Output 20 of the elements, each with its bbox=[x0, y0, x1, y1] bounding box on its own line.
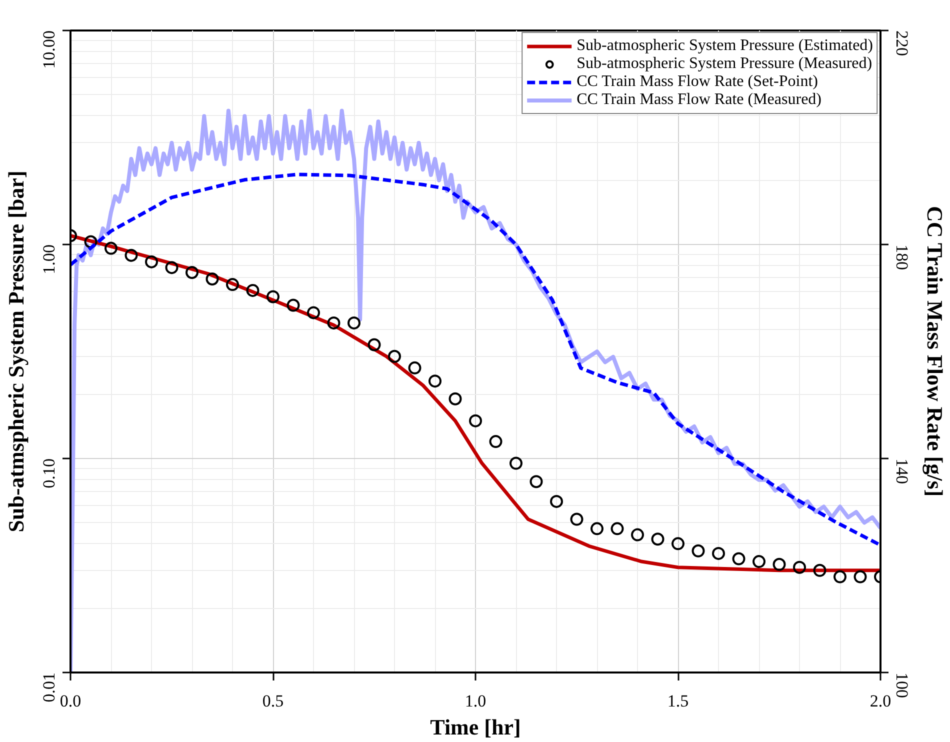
y2-tick-label: 220 bbox=[892, 30, 912, 56]
y2-tick-label: 100 bbox=[892, 672, 912, 698]
legend-label: Sub-atmospheric System Pressure (Estimated) bbox=[576, 37, 873, 55]
y2-axis-title: CC Train Mass Flow Rate [g/s] bbox=[922, 206, 948, 497]
x-tick-label: 2.0 bbox=[870, 692, 892, 710]
y-tick-label: 1.00 bbox=[40, 244, 58, 274]
legend-label: CC Train Mass Flow Rate (Set-Point) bbox=[576, 73, 818, 91]
x-tick-label: 0.5 bbox=[262, 692, 284, 710]
x-tick-label: 1.5 bbox=[667, 692, 689, 710]
y-tick-label: 0.01 bbox=[40, 672, 58, 702]
y2-tick-label: 140 bbox=[892, 458, 912, 484]
x-tick-label: 1.0 bbox=[464, 692, 486, 710]
y-axis-title: Sub-atmspheric System Pressure [bar] bbox=[4, 170, 28, 532]
legend-label: Sub-atmospheric System Pressure (Measured) bbox=[576, 55, 872, 73]
y-tick-label: 0.10 bbox=[40, 458, 58, 488]
legend-label: CC Train Mass Flow Rate (Measured) bbox=[576, 91, 822, 109]
x-tick-label: 0.0 bbox=[60, 692, 82, 710]
y2-tick-label: 180 bbox=[892, 244, 912, 270]
x-axis-title: Time [hr] bbox=[430, 714, 521, 740]
y-tick-label: 10.00 bbox=[40, 30, 58, 69]
